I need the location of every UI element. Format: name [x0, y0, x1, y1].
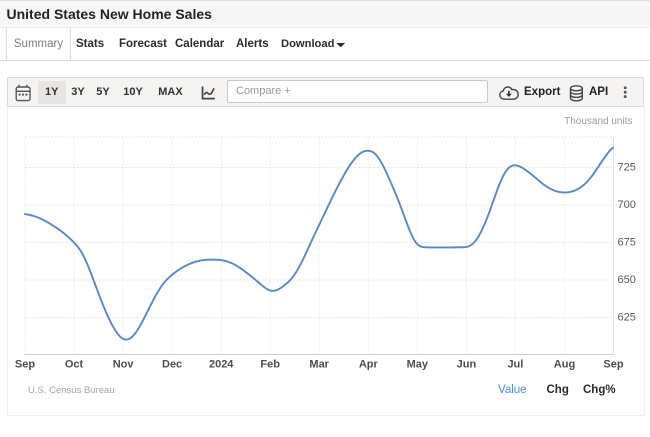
svg-text:725: 725 — [618, 161, 636, 173]
svg-text:Sep: Sep — [603, 359, 623, 371]
svg-text:2024: 2024 — [209, 359, 234, 371]
svg-text:Apr: Apr — [359, 359, 379, 371]
svg-text:Feb: Feb — [260, 359, 280, 371]
svg-text:Jun: Jun — [457, 359, 477, 371]
svg-text:Nov: Nov — [113, 359, 135, 371]
svg-text:625: 625 — [618, 311, 636, 323]
svg-text:Dec: Dec — [162, 359, 182, 371]
svg-text:Aug: Aug — [554, 359, 575, 371]
svg-text:675: 675 — [618, 236, 636, 248]
svg-text:Jul: Jul — [507, 359, 523, 371]
svg-text:Mar: Mar — [309, 359, 329, 371]
svg-text:May: May — [407, 359, 429, 371]
svg-text:Oct: Oct — [65, 359, 84, 371]
svg-text:700: 700 — [618, 199, 636, 211]
svg-text:Sep: Sep — [15, 359, 35, 371]
svg-text:650: 650 — [618, 274, 636, 286]
